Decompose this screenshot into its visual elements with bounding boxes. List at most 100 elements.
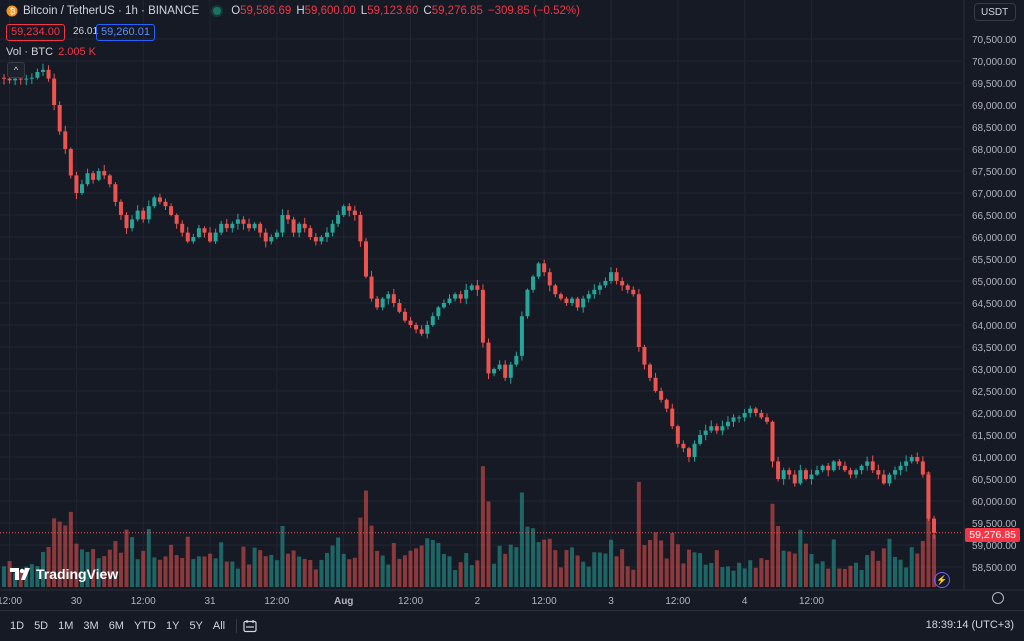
candle-body xyxy=(597,285,602,290)
svg-text:₿: ₿ xyxy=(10,7,16,16)
price-tick-label: 64,500.00 xyxy=(972,299,1017,310)
volume-bar xyxy=(698,553,703,587)
volume-bar xyxy=(876,560,881,587)
range-6m[interactable]: 6M xyxy=(108,620,124,632)
candle-body xyxy=(124,215,129,229)
candle-body xyxy=(419,329,424,334)
candle-body xyxy=(358,215,363,242)
candle-body xyxy=(96,171,101,180)
candle-body xyxy=(881,474,886,484)
volume-bar xyxy=(269,554,274,587)
time-tick-label: Aug xyxy=(334,596,353,607)
market-status-icon[interactable] xyxy=(213,7,222,15)
volume-bar xyxy=(636,481,641,587)
candle-body xyxy=(52,78,57,105)
volume-bar xyxy=(414,548,419,587)
sell-button[interactable]: 59,234.00 xyxy=(6,24,65,41)
calendar-range-icon[interactable] xyxy=(243,619,257,633)
range-1d[interactable]: 1D xyxy=(10,620,25,632)
tradingview-logo-text: TradingView xyxy=(36,566,119,582)
volume-bar xyxy=(592,552,597,587)
buy-button[interactable]: 59,260.01 xyxy=(96,24,155,41)
lightning-icon[interactable]: ⚡ xyxy=(934,572,950,588)
candle-body xyxy=(441,303,446,308)
volume-bar xyxy=(118,552,123,587)
chart[interactable]: 70,500.00 70,000.00 69,500.00 69,000.00 68,5… xyxy=(0,0,1024,610)
volume-bar xyxy=(653,532,658,587)
collapse-chevron-icon[interactable]: ^ xyxy=(7,62,25,78)
candle-body xyxy=(235,219,240,224)
volume-bar xyxy=(737,562,742,587)
range-3m[interactable]: 3M xyxy=(83,620,99,632)
candle-body xyxy=(291,219,296,233)
candle-body xyxy=(681,443,686,449)
candle-body xyxy=(330,223,335,233)
candle-body xyxy=(826,465,831,471)
volume-legend: Vol · BTC 2.005 K xyxy=(6,46,96,58)
candle-body xyxy=(7,78,12,81)
price-tick-label: 63,500.00 xyxy=(972,343,1017,354)
candle-body xyxy=(642,347,647,365)
range-1m[interactable]: 1M xyxy=(58,620,74,632)
candle-body xyxy=(152,197,157,207)
candle-body xyxy=(531,276,536,290)
volume-bar xyxy=(681,563,686,587)
volume-bar xyxy=(464,553,469,587)
clock[interactable]: 18:39:14 (UTC+3) xyxy=(925,619,1014,631)
range-1y[interactable]: 1Y xyxy=(165,620,180,632)
volume-bar xyxy=(352,557,357,587)
candle-body xyxy=(169,206,174,215)
candle-body xyxy=(202,228,207,233)
volume-bar xyxy=(441,554,446,587)
range-5d[interactable]: 5D xyxy=(34,620,49,632)
volume-bar xyxy=(547,538,552,587)
candle-body xyxy=(430,316,435,325)
candle-body xyxy=(514,355,519,365)
volume-bar xyxy=(725,566,730,587)
volume-bar xyxy=(29,564,34,587)
volume-bar xyxy=(163,556,168,587)
candle-body xyxy=(792,474,797,484)
candle-body xyxy=(347,206,352,211)
candle-body xyxy=(375,298,380,308)
candle-body xyxy=(2,77,6,79)
spread-value: 26.01 xyxy=(73,26,99,37)
volume-bar xyxy=(497,545,502,587)
volume-bar xyxy=(820,561,825,587)
candle-body xyxy=(486,342,491,374)
candle-body xyxy=(920,461,925,475)
candle-body xyxy=(258,223,263,233)
volume-bar xyxy=(915,553,920,587)
volume-bar xyxy=(274,560,279,587)
currency-selector[interactable]: USDT xyxy=(974,3,1016,21)
range-all[interactable]: All xyxy=(212,620,226,632)
volume-bar xyxy=(614,556,619,587)
volume-bar xyxy=(391,543,396,587)
settings-icon[interactable] xyxy=(992,592,1004,604)
candle-body xyxy=(876,470,881,475)
volume-bar xyxy=(909,547,914,587)
volume-bar xyxy=(124,529,129,587)
volume-bar xyxy=(191,559,196,587)
volume-bar xyxy=(564,550,569,587)
volume-bar xyxy=(380,555,385,587)
volume-bar xyxy=(831,539,836,587)
candle-body xyxy=(703,430,708,435)
volume-bar xyxy=(2,566,6,587)
price-tick-label: 68,000.00 xyxy=(972,145,1017,156)
candle-body xyxy=(157,197,162,202)
volume-bar xyxy=(419,545,424,587)
candle-body xyxy=(842,465,847,471)
candle-body xyxy=(118,201,123,215)
price-tick-label: 67,500.00 xyxy=(972,167,1017,178)
range-ytd[interactable]: YTD xyxy=(133,620,156,632)
volume-bar xyxy=(486,501,491,587)
volume-bar xyxy=(525,526,530,587)
symbol-title[interactable]: Bitcoin / TetherUS · 1h · BINANCE xyxy=(23,5,200,17)
tradingview-logo[interactable]: TradingView xyxy=(10,566,118,582)
volume-bar xyxy=(235,568,240,587)
candle-body xyxy=(603,281,608,286)
range-5y[interactable]: 5Y xyxy=(189,620,203,632)
candle-body xyxy=(854,470,859,475)
price-tick-label: 65,500.00 xyxy=(972,255,1017,266)
